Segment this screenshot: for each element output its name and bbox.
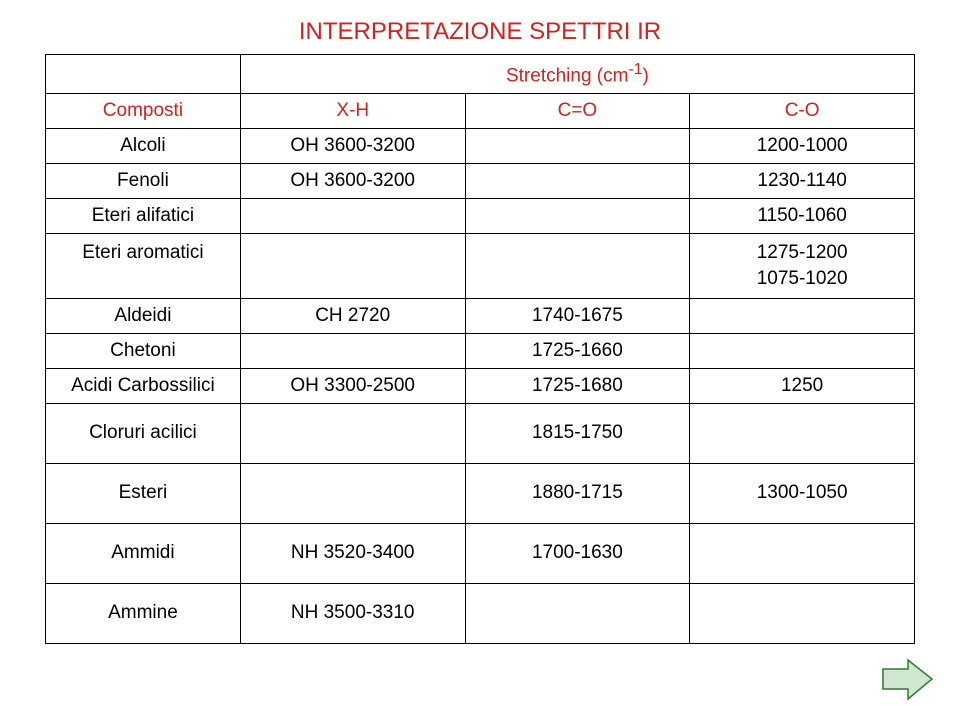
cell-co-double: 1700-1630 [465,523,690,583]
cell-xh [240,333,465,368]
arrow-right-icon [880,657,935,702]
cell-compound: Aldeidi [46,298,241,333]
cell-compound: Alcoli [46,129,241,164]
cell-co-single [690,403,915,463]
table-row: Aldeidi CH 2720 1740-1675 [46,298,915,333]
table-row: Eteri aromatici 1275-1200 1075-1020 [46,234,915,298]
cell-xh: NH 3500-3310 [240,583,465,643]
header-row-columns: Composti X-H C=O C-O [46,94,915,129]
stretching-pre: Stretching (cm [506,65,628,86]
cell-co-double [465,164,690,199]
cell-co-single: 1230-1140 [690,164,915,199]
cell-co-double: 1725-1660 [465,333,690,368]
table-row: Ammine NH 3500-3310 [46,583,915,643]
header-row-stretching: Stretching (cm-1) [46,55,915,94]
table-row: Alcoli OH 3600-3200 1200-1000 [46,129,915,164]
cell-line2: 1075-1020 [694,266,910,292]
table-row: Chetoni 1725-1660 [46,333,915,368]
cell-compound: Eteri aromatici [46,234,241,298]
cell-co-single [690,583,915,643]
stretching-post: ) [643,65,649,86]
table-row: Eteri alifatici 1150-1060 [46,199,915,234]
cell-compound: Fenoli [46,164,241,199]
cell-co-single: 1275-1200 1075-1020 [690,234,915,298]
cell-co-double [465,583,690,643]
cell-compound: Cloruri acilici [46,403,241,463]
col-co-double: C=O [465,94,690,129]
cell-xh: OH 3600-3200 [240,164,465,199]
ir-table: Stretching (cm-1) Composti X-H C=O C-O A… [45,54,915,644]
cell-co-double [465,234,690,298]
stretching-sup: -1 [628,61,642,78]
cell-xh [240,234,465,298]
cell-line1: 1275-1200 [694,240,910,266]
cell-co-double: 1740-1675 [465,298,690,333]
blank-cell [46,55,241,94]
cell-co-single [690,298,915,333]
cell-co-double: 1880-1715 [465,463,690,523]
cell-compound: Ammidi [46,523,241,583]
table-row: Ammidi NH 3520-3400 1700-1630 [46,523,915,583]
cell-compound: Ammine [46,583,241,643]
stretching-header: Stretching (cm-1) [240,55,914,94]
col-xh: X-H [240,94,465,129]
table-row: Fenoli OH 3600-3200 1230-1140 [46,164,915,199]
cell-co-double [465,129,690,164]
page-title: INTERPRETAZIONE SPETTRI IR [0,0,960,54]
cell-xh: OH 3300-2500 [240,368,465,403]
cell-xh [240,463,465,523]
cell-compound: Esteri [46,463,241,523]
table-row: Esteri 1880-1715 1300-1050 [46,463,915,523]
col-composti: Composti [46,94,241,129]
cell-xh: CH 2720 [240,298,465,333]
cell-co-single: 1150-1060 [690,199,915,234]
next-slide-button[interactable] [880,657,935,702]
table-row: Acidi Carbossilici OH 3300-2500 1725-168… [46,368,915,403]
cell-co-single: 1250 [690,368,915,403]
table-row: Cloruri acilici 1815-1750 [46,403,915,463]
cell-compound: Chetoni [46,333,241,368]
cell-compound: Eteri alifatici [46,199,241,234]
cell-co-double: 1725-1680 [465,368,690,403]
cell-co-single [690,333,915,368]
cell-co-double: 1815-1750 [465,403,690,463]
cell-xh: OH 3600-3200 [240,129,465,164]
cell-co-single: 1300-1050 [690,463,915,523]
cell-co-single [690,523,915,583]
cell-xh [240,403,465,463]
cell-co-single: 1200-1000 [690,129,915,164]
cell-xh [240,199,465,234]
cell-compound: Acidi Carbossilici [46,368,241,403]
cell-co-double [465,199,690,234]
cell-xh: NH 3520-3400 [240,523,465,583]
col-co-single: C-O [690,94,915,129]
